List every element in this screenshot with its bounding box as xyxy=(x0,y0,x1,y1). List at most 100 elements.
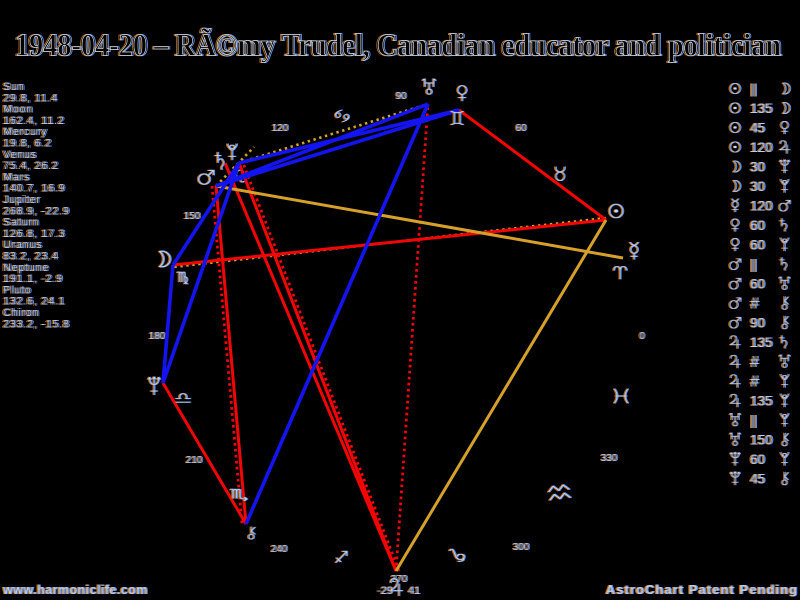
svg-text:45: 45 xyxy=(749,121,764,136)
svg-text:240: 240 xyxy=(271,544,288,555)
svg-text:300: 300 xyxy=(513,542,530,553)
svg-text:#: # xyxy=(749,354,758,371)
svg-text:140.7, 16.9: 140.7, 16.9 xyxy=(5,183,67,195)
svg-text:191.1, -2.9: 191.1, -2.9 xyxy=(3,273,63,285)
svg-text:19.8, 6.2: 19.8, 6.2 xyxy=(3,138,52,150)
svg-text:www.harmoniclife.com: www.harmoniclife.com xyxy=(2,583,148,597)
svg-text:Pluto: Pluto xyxy=(2,284,30,296)
svg-text:60: 60 xyxy=(515,123,527,134)
svg-text:60: 60 xyxy=(750,238,765,253)
svg-text:135: 135 xyxy=(749,101,772,116)
svg-text:29.8, 11.4: 29.8, 11.4 xyxy=(5,92,60,104)
svg-text:#: # xyxy=(750,354,759,371)
svg-text:#: # xyxy=(751,374,760,391)
svg-text:60: 60 xyxy=(751,452,766,467)
svg-text:135: 135 xyxy=(749,335,772,350)
svg-text:41: 41 xyxy=(408,585,420,597)
svg-text:330: 330 xyxy=(601,453,618,464)
svg-text:Venus: Venus xyxy=(5,149,39,161)
svg-text:90: 90 xyxy=(395,91,407,102)
svg-text:#: # xyxy=(751,296,760,313)
svg-text:Venus: Venus xyxy=(3,149,37,161)
svg-text:www.harmoniclife.com: www.harmoniclife.com xyxy=(3,583,149,597)
svg-text:162.4, 11.2: 162.4, 11.2 xyxy=(3,115,64,127)
svg-text:||: || xyxy=(749,257,756,272)
svg-text:180: 180 xyxy=(150,331,167,342)
svg-text:Chiron: Chiron xyxy=(2,307,38,319)
svg-text:Sun: Sun xyxy=(2,81,23,93)
svg-text:1948-04-20 – RÃ©my Trudel, Can: 1948-04-20 – RÃ©my Trudel, Canadian educ… xyxy=(15,27,781,63)
svg-text:126.8, 17.3: 126.8, 17.3 xyxy=(3,228,65,240)
svg-text:-29: -29 xyxy=(378,585,394,597)
svg-text:210: 210 xyxy=(184,455,201,466)
svg-text:0: 0 xyxy=(638,331,644,342)
svg-text:45: 45 xyxy=(749,472,764,487)
svg-text:#: # xyxy=(751,354,760,371)
svg-text:Jupiter: Jupiter xyxy=(5,194,43,206)
svg-text:60: 60 xyxy=(751,277,766,292)
svg-text:162.4, 11.2: 162.4, 11.2 xyxy=(2,115,63,127)
svg-text:#: # xyxy=(750,296,759,313)
svg-text:135: 135 xyxy=(749,394,772,409)
svg-text:Saturn: Saturn xyxy=(2,217,38,229)
svg-text:Jupiter: Jupiter xyxy=(2,194,40,206)
svg-text:Pluto: Pluto xyxy=(3,284,31,296)
svg-text:135: 135 xyxy=(750,394,773,409)
svg-text:AstroChart Patent Pending: AstroChart Patent Pending xyxy=(604,582,796,597)
svg-text:Uranus: Uranus xyxy=(5,239,44,251)
svg-text:120: 120 xyxy=(273,123,290,134)
svg-text:45: 45 xyxy=(750,472,765,487)
svg-text:210: 210 xyxy=(187,455,204,466)
svg-text:90: 90 xyxy=(750,316,765,331)
svg-text:Saturn: Saturn xyxy=(5,217,41,229)
svg-text:330: 330 xyxy=(602,453,619,464)
svg-text:126.8, 17.3: 126.8, 17.3 xyxy=(2,228,64,240)
svg-text:60: 60 xyxy=(749,277,764,292)
svg-text:45: 45 xyxy=(751,472,766,487)
svg-text:135: 135 xyxy=(751,335,774,350)
svg-text:||: || xyxy=(750,82,757,97)
svg-text:www.harmoniclife.com: www.harmoniclife.com xyxy=(1,583,147,597)
svg-text:30: 30 xyxy=(751,160,766,175)
svg-text:29.8, 11.4: 29.8, 11.4 xyxy=(3,92,58,104)
svg-text:75.4, 26.2: 75.4, 26.2 xyxy=(3,160,59,172)
svg-text:#: # xyxy=(749,296,758,313)
svg-text:132.6, 24.1: 132.6, 24.1 xyxy=(3,296,65,308)
svg-text:90: 90 xyxy=(397,91,409,102)
svg-text:150: 150 xyxy=(751,433,774,448)
svg-text:132.6, 24.1: 132.6, 24.1 xyxy=(2,296,64,308)
svg-text:120: 120 xyxy=(750,199,773,214)
svg-text:||: || xyxy=(749,413,756,428)
svg-text:90: 90 xyxy=(749,316,764,331)
svg-text:1948-04-20 – RÃ©my Trudel, Can: 1948-04-20 – RÃ©my Trudel, Canadian educ… xyxy=(17,27,783,63)
svg-text:45: 45 xyxy=(750,121,765,136)
svg-text:120: 120 xyxy=(272,123,289,134)
svg-text:||: || xyxy=(750,257,757,272)
svg-text:330: 330 xyxy=(599,453,616,464)
svg-text:AstroChart Patent Pending: AstroChart Patent Pending xyxy=(607,582,799,597)
svg-text:60: 60 xyxy=(750,277,765,292)
svg-text:60: 60 xyxy=(751,238,766,253)
svg-text:83.2, 23.4: 83.2, 23.4 xyxy=(5,251,61,263)
svg-text:Moon: Moon xyxy=(3,104,33,116)
svg-text:150: 150 xyxy=(749,433,772,448)
svg-text:300: 300 xyxy=(514,542,531,553)
svg-text:162.4, 11.2: 162.4, 11.2 xyxy=(5,115,66,127)
svg-text:60: 60 xyxy=(750,218,765,233)
svg-text:Uranus: Uranus xyxy=(3,239,42,251)
svg-text:Saturn: Saturn xyxy=(3,217,39,229)
svg-text:240: 240 xyxy=(272,544,289,555)
svg-text:30: 30 xyxy=(749,160,764,175)
svg-text:Sun: Sun xyxy=(3,81,24,93)
svg-text:140.7, 16.9: 140.7, 16.9 xyxy=(2,183,64,195)
svg-text:75.4, 26.2: 75.4, 26.2 xyxy=(5,160,61,172)
svg-text:30: 30 xyxy=(750,179,765,194)
svg-text:270: 270 xyxy=(391,574,408,585)
svg-text:Venus: Venus xyxy=(2,149,36,161)
svg-text:135: 135 xyxy=(751,394,774,409)
svg-text:210: 210 xyxy=(186,455,203,466)
svg-text:41: 41 xyxy=(409,585,421,597)
svg-text:240: 240 xyxy=(269,544,286,555)
svg-text:||: || xyxy=(750,413,757,428)
svg-text:Neptune: Neptune xyxy=(5,262,51,274)
